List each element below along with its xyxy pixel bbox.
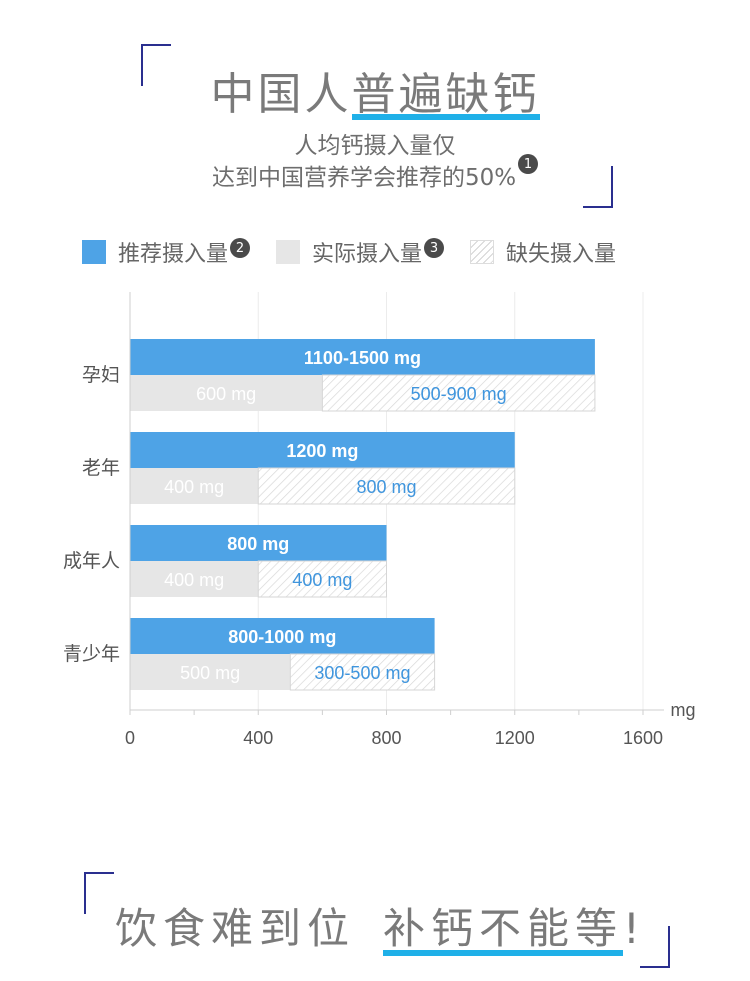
legend-item-recommended: 推荐摄入量 2 — [82, 236, 251, 268]
legend-item-actual: 实际摄入量 3 — [276, 236, 445, 268]
bar-label-actual: 400 mg — [164, 477, 224, 497]
corner-bracket-top-left — [141, 44, 171, 86]
legend-swatch-gray — [276, 240, 301, 264]
legend-swatch-blue — [82, 240, 106, 264]
bar-label-recommended: 800-1000 mg — [228, 627, 336, 647]
subtitle-line-2-text: 达到中国营养学会推荐的50% — [211, 165, 517, 191]
bar-label-missing: 800 mg — [356, 477, 416, 497]
legend-item-missing: 缺失摄入量 — [470, 236, 616, 268]
bar-label-recommended: 800 mg — [227, 534, 289, 554]
bar-label-actual: 400 mg — [164, 570, 224, 590]
footer-plain: 饮食难到位 — [115, 904, 356, 953]
category-label: 成年人 — [63, 550, 120, 572]
legend-label-missing: 缺失摄入量 — [506, 242, 617, 267]
x-tick-label: 400 — [243, 728, 273, 748]
bar-label-recommended: 1200 mg — [286, 441, 358, 461]
bar-missing — [257, 467, 516, 505]
x-tick-label: 800 — [371, 728, 401, 748]
bar-missing — [321, 374, 596, 412]
subtitle-line-1: 人均钙摄入量仅 — [0, 126, 750, 160]
bar-actual — [130, 654, 291, 690]
bar-label-actual: 500 mg — [180, 663, 240, 683]
title-plain: 中国人 — [210, 69, 352, 120]
bar-recommended — [130, 432, 515, 468]
category-label: 孕妇 — [82, 364, 120, 386]
category-label: 青少年 — [63, 643, 120, 665]
corner-bracket-bottom-left — [84, 872, 114, 914]
x-axis-label: mg — [670, 700, 695, 720]
bar-actual — [130, 468, 259, 504]
subtitle-line-2: 达到中国营养学会推荐的50%1 — [0, 154, 750, 192]
bar-recommended — [130, 339, 595, 375]
bar-recommended — [130, 525, 387, 561]
bar-missing — [257, 560, 387, 598]
bar-actual — [130, 561, 259, 597]
category-label: 老年 — [82, 457, 120, 479]
footer-exclamation: ! — [623, 904, 646, 953]
x-tick-label: 1600 — [623, 728, 663, 748]
corner-bracket-bottom-right — [583, 166, 613, 208]
legend-label-recommended: 推荐摄入量 — [118, 242, 229, 267]
footnote-badge-3: 3 — [424, 238, 445, 258]
bar-recommended — [130, 618, 435, 654]
footnote-badge-2: 2 — [230, 238, 251, 258]
bar-actual — [130, 375, 323, 411]
legend-label-actual: 实际摄入量 — [312, 242, 423, 267]
page-title: 中国人普遍缺钙 — [0, 58, 750, 122]
title-emphasis: 普遍缺钙 — [351, 58, 540, 122]
footer-slogan: 饮食难到位 补钙不能等! — [115, 895, 646, 956]
bar-label-missing: 500-900 mg — [411, 384, 507, 404]
bar-label-actual: 600 mg — [196, 384, 256, 404]
bar-missing — [289, 653, 436, 691]
corner-bracket-bottom-right-2 — [640, 926, 670, 968]
chart-legend: 推荐摄入量 2 实际摄入量 3 缺失摄入量 — [82, 236, 642, 268]
footer-emphasis: 补钙不能等 — [383, 895, 624, 956]
x-tick-label: 1200 — [495, 728, 535, 748]
bar-label-recommended: 1100-1500 mg — [304, 348, 421, 368]
bar-label-missing: 400 mg — [292, 570, 352, 590]
subtitle-line-1-text: 人均钙摄入量仅 — [294, 133, 456, 159]
x-tick-label: 0 — [125, 728, 135, 748]
legend-swatch-hatch — [470, 240, 495, 264]
footnote-badge-1: 1 — [518, 154, 539, 174]
bar-label-missing: 300-500 mg — [314, 663, 410, 683]
